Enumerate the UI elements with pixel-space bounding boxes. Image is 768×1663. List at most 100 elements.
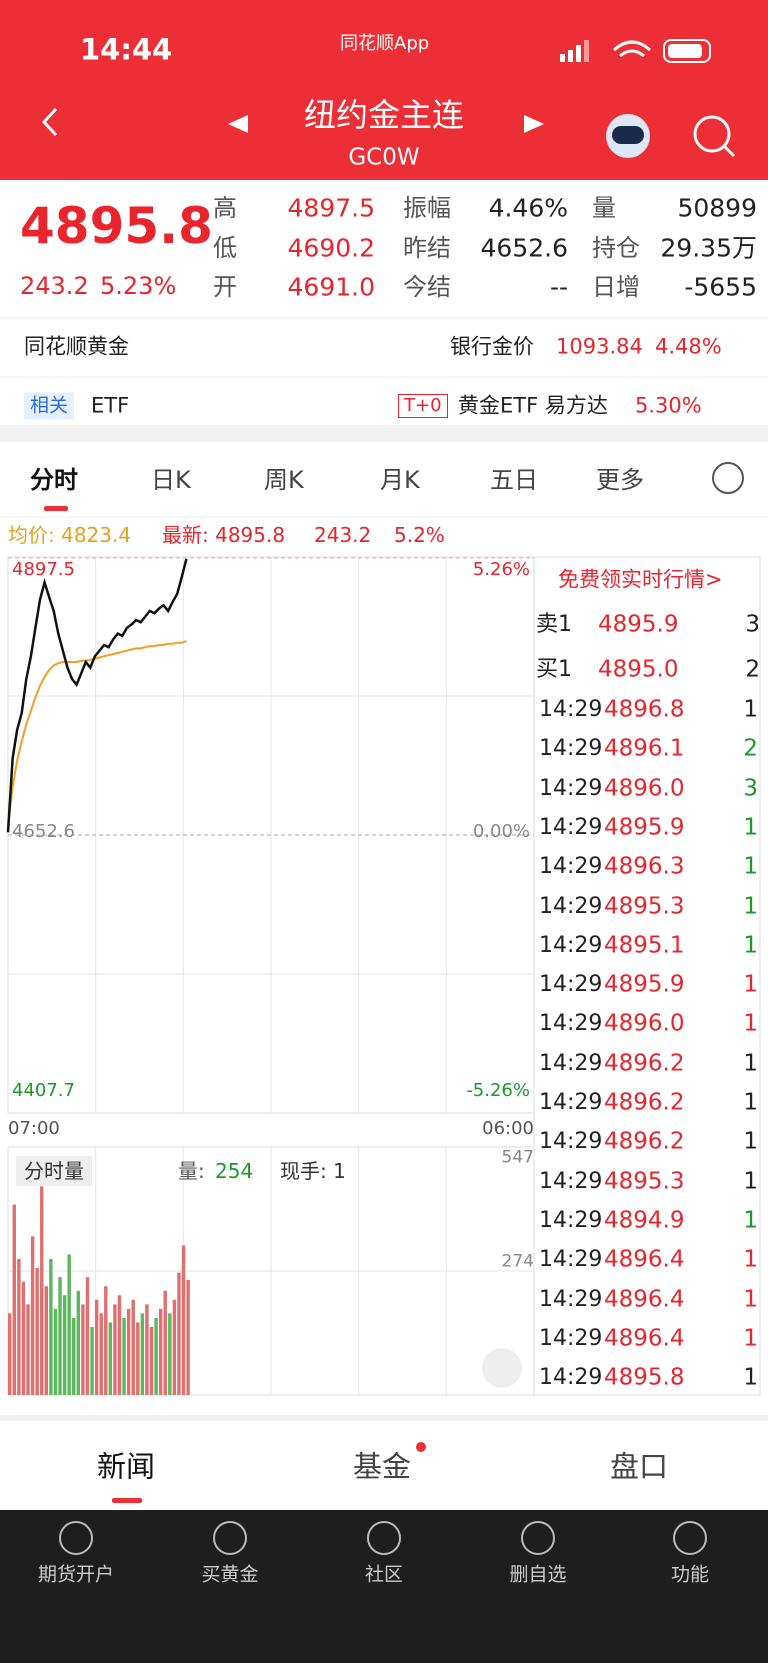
nav-item[interactable]: 期货开户: [37, 1563, 115, 1586]
latest: 最新: 4895.8: [162, 523, 286, 547]
bid-vol: 2: [745, 656, 760, 683]
promo[interactable]: 免费领实时行情>: [558, 567, 723, 592]
stat-value: 4652.6: [480, 233, 568, 263]
volume-bar: [149, 1326, 154, 1395]
trade-time: 14:29: [539, 1365, 603, 1391]
bottom-tab[interactable]: 盘口: [610, 1449, 669, 1484]
volume-bar: [158, 1308, 163, 1395]
volume-bar: [8, 1313, 12, 1395]
tab[interactable]: 周K: [264, 466, 304, 494]
trade-vol: 1: [743, 1207, 758, 1234]
change: 243.2: [20, 272, 89, 300]
stat-label: 日增: [592, 273, 640, 301]
back-icon[interactable]: [41, 107, 58, 137]
price-line: [6, 558, 188, 833]
volume-bar: [85, 1277, 90, 1395]
stat-value: 29.35万: [660, 233, 757, 263]
trade-time: 14:29: [539, 1011, 603, 1037]
book-frame: [533, 556, 761, 1396]
trade-time: 14:29: [539, 736, 603, 762]
nav-icon: [673, 1521, 707, 1555]
volume-bar: [126, 1308, 131, 1395]
stat-label: 持仓: [592, 234, 640, 262]
nav-bg: [0, 1510, 768, 1663]
stat-label: 高: [213, 194, 237, 222]
trade-vol: 1: [743, 1168, 758, 1195]
nav-item[interactable]: 社区: [364, 1563, 404, 1586]
trade-price: 4895.3: [604, 1168, 685, 1195]
trade-vol: 1: [743, 1364, 758, 1391]
stat-value: 4897.5: [287, 193, 375, 223]
latest-change: 243.2: [314, 523, 372, 547]
stat-value: 4691.0: [287, 272, 375, 302]
volume-bar: [108, 1322, 113, 1395]
tab[interactable]: 分时: [30, 466, 78, 494]
bottom-tab[interactable]: 新闻: [97, 1449, 156, 1484]
tab[interactable]: 日K: [151, 466, 191, 494]
volume-bar: [94, 1299, 99, 1395]
trade-time: 14:29: [539, 1325, 603, 1351]
next-icon[interactable]: [524, 115, 544, 133]
trade-vol: 1: [743, 1050, 758, 1077]
trade-vol: 1: [743, 696, 758, 723]
search-icon[interactable]: [693, 115, 731, 153]
volume-bar: [99, 1313, 103, 1395]
trade-time: 14:29: [539, 814, 603, 840]
settings-icon[interactable]: [712, 462, 744, 494]
trade-time: 14:29: [539, 1050, 603, 1076]
tab[interactable]: 月K: [380, 466, 420, 494]
volume-bar: [177, 1272, 181, 1395]
bank-label: 银行金价: [450, 334, 534, 359]
trade-vol: 1: [743, 853, 758, 880]
volume-bar: [35, 1268, 39, 1395]
bank-pct: 4.48%: [655, 334, 722, 359]
nav-item[interactable]: 功能: [670, 1563, 710, 1586]
stat-value: --: [549, 272, 568, 302]
battery: [663, 39, 711, 63]
vol-selector[interactable]: 分时量: [16, 1156, 92, 1186]
app-name: 同花顺App: [340, 33, 430, 54]
volume-bar: [17, 1258, 21, 1395]
bottom-tab[interactable]: 基金: [353, 1449, 412, 1484]
nav-item[interactable]: 删自选: [509, 1563, 567, 1586]
bank-price: 1093.84: [556, 334, 643, 359]
volume-bar: [168, 1313, 172, 1395]
axis-top: 4897.5: [12, 559, 75, 580]
trade-price: 4895.3: [604, 893, 685, 919]
tab-underline: [112, 1498, 142, 1503]
price: 4895.8: [20, 197, 213, 255]
axis-mid-pct: 0.00%: [472, 821, 530, 842]
bot-face: [612, 126, 644, 144]
gap: [0, 1415, 768, 1421]
change-pct: 5.23%: [100, 272, 177, 300]
trade-price: 4896.4: [604, 1325, 685, 1352]
wifi: [613, 40, 651, 58]
expand-icon[interactable]: [482, 1348, 522, 1388]
tab[interactable]: 更多: [596, 466, 644, 494]
trade-vol: 1: [743, 932, 758, 959]
trade-price: 4896.0: [604, 775, 685, 802]
volume-bar: [30, 1236, 35, 1395]
badge-dot: [416, 1442, 426, 1452]
trade-vol: 1: [743, 893, 758, 919]
gap: [0, 425, 768, 442]
volume-bar: [62, 1295, 67, 1395]
nav-item[interactable]: 买黄金: [201, 1563, 259, 1586]
tag: 相关: [24, 392, 75, 420]
etf-name[interactable]: 黄金ETF 易方达: [458, 393, 608, 418]
prev-icon[interactable]: [228, 115, 248, 133]
volume-bar: [140, 1313, 145, 1395]
volume-bar: [104, 1286, 108, 1395]
trade-time: 14:29: [539, 1168, 603, 1194]
avg-line: [7, 640, 187, 827]
volume-bar: [76, 1290, 81, 1395]
volume-bar: [49, 1258, 53, 1395]
trade-price: 4896.4: [604, 1246, 685, 1273]
trade-time: 14:29: [539, 1247, 603, 1273]
trade-vol: 2: [743, 735, 758, 762]
trade-vol: 1: [743, 1089, 758, 1116]
trade-price: 4896.4: [604, 1286, 685, 1312]
tab[interactable]: 五日: [490, 466, 538, 494]
etf-label[interactable]: ETF: [91, 393, 130, 418]
time-start: 07:00: [8, 1118, 60, 1139]
